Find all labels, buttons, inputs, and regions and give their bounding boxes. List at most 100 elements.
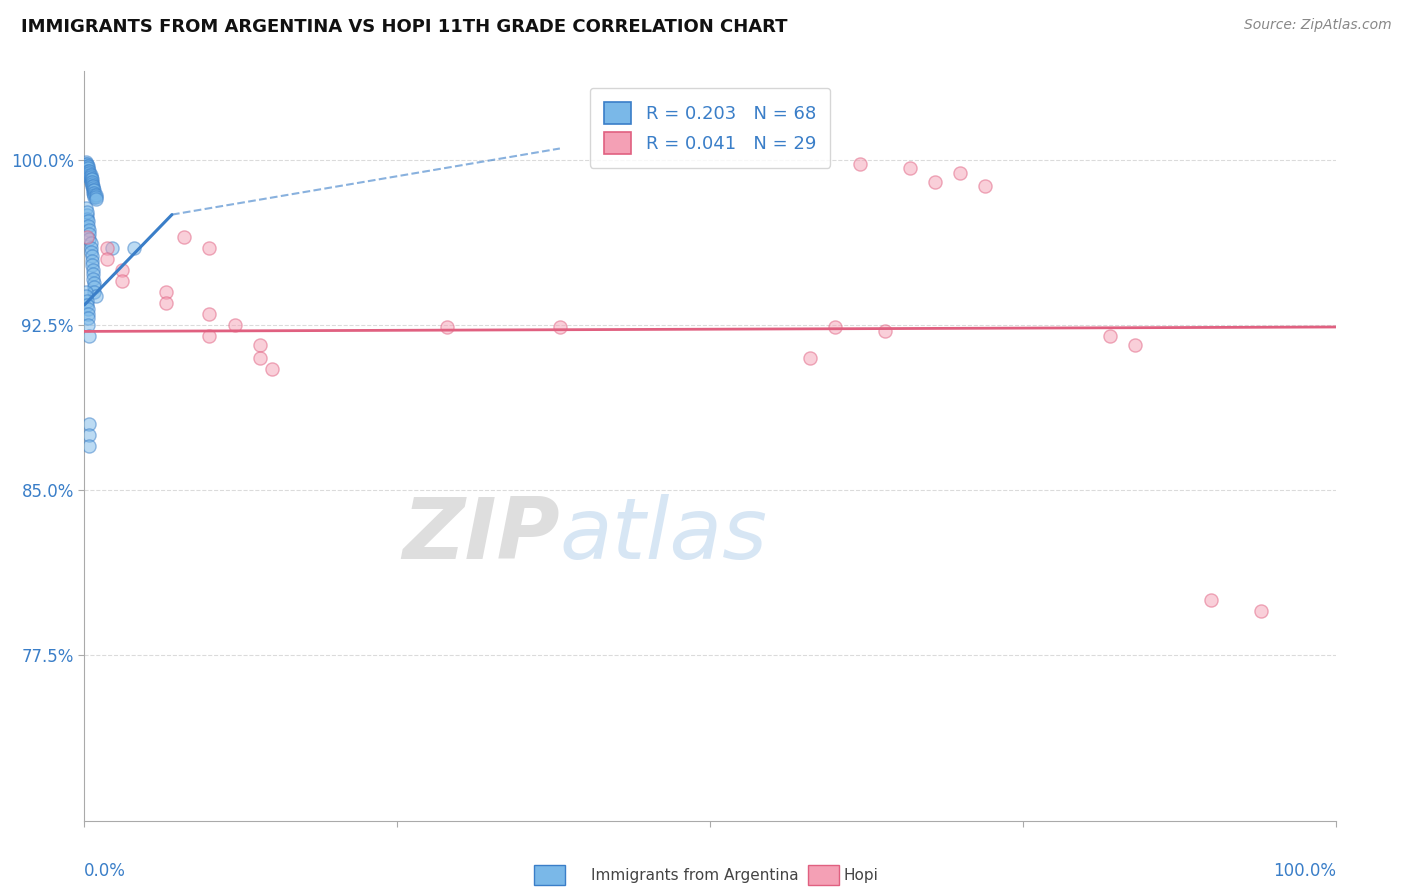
Point [75,154,97,169]
Point [1199,593,1222,607]
Point [76,159,98,173]
Point [799,351,821,365]
Point [96,252,118,266]
Point [75,289,97,303]
Point [76,157,98,171]
Point [80,178,103,193]
Point [79,241,101,255]
Point [83,183,105,197]
Point [79,168,101,182]
Point [75,157,97,171]
Point [77,163,100,178]
Point [80,258,103,272]
Point [548,320,571,334]
Point [974,178,997,193]
Point [155,285,177,299]
Point [198,307,221,321]
Point [80,177,103,191]
Point [77,166,100,180]
Point [76,208,98,222]
Point [76,212,98,227]
Y-axis label: 11th Grade: 11th Grade [0,399,3,493]
Point [82,178,104,193]
Point [82,262,104,277]
Point [79,245,101,260]
Point [111,274,134,288]
Point [849,157,872,171]
Point [79,223,101,237]
Point [79,227,101,242]
Point [80,175,103,189]
Point [1250,604,1272,618]
Point [1099,328,1122,343]
Point [111,262,134,277]
Point [79,236,101,251]
Point [76,293,98,308]
Point [82,183,104,197]
Point [79,417,101,431]
Point [79,166,101,180]
Text: atlas: atlas [560,494,768,577]
Point [84,192,107,206]
Point [198,328,221,343]
Point [84,289,107,303]
Point [83,190,105,204]
Text: ZIP: ZIP [402,494,560,577]
Point [96,241,118,255]
Point [824,320,846,334]
Point [436,320,458,334]
Text: 100.0%: 100.0% [1272,863,1336,880]
Point [80,172,103,186]
Point [75,201,97,215]
Point [83,187,105,202]
Point [83,285,105,299]
Point [76,229,98,244]
Point [249,351,271,365]
Point [77,311,100,326]
Point [1125,337,1147,351]
Point [79,328,101,343]
Point [79,168,101,182]
Point [76,161,98,176]
Point [83,280,105,294]
Point [79,175,101,189]
Text: Source: ZipAtlas.com: Source: ZipAtlas.com [1244,18,1392,32]
Point [77,219,100,233]
Point [79,172,101,186]
Point [80,253,103,268]
Point [79,428,101,442]
Text: Immigrants from Argentina: Immigrants from Argentina [591,868,799,883]
Point [262,362,284,376]
Point [77,302,100,317]
Text: IMMIGRANTS FROM ARGENTINA VS HOPI 11TH GRADE CORRELATION CHART: IMMIGRANTS FROM ARGENTINA VS HOPI 11TH G… [21,18,787,36]
Point [76,205,98,219]
Point [77,318,100,332]
Point [124,241,146,255]
Point [77,159,100,173]
Point [79,232,101,246]
Point [173,229,195,244]
Point [76,298,98,312]
Point [83,186,105,200]
Point [84,187,107,202]
Point [79,439,101,453]
Point [75,285,97,299]
Point [898,161,921,176]
Point [82,181,104,195]
Text: Hopi: Hopi [844,868,879,883]
Point [249,337,271,351]
Point [80,250,103,264]
Legend: R = 0.203   N = 68, R = 0.041   N = 29: R = 0.203 N = 68, R = 0.041 N = 29 [589,88,831,168]
Point [82,267,104,281]
Point [77,214,100,228]
Point [82,186,104,200]
Text: 0.0%: 0.0% [84,863,127,880]
Point [949,166,972,180]
Point [224,318,246,332]
Point [84,190,107,204]
Point [79,163,101,178]
Point [101,241,124,255]
Point [155,295,177,310]
Point [79,170,101,185]
Point [77,161,100,176]
